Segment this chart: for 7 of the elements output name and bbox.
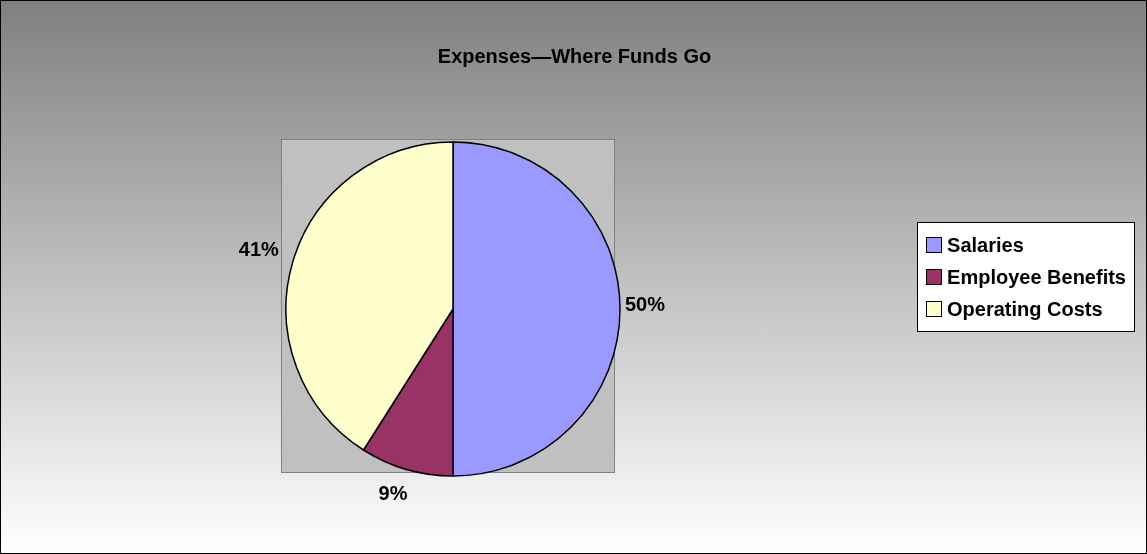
chart-title: Expenses—Where Funds Go — [436, 45, 713, 68]
legend-label: Employee Benefits — [947, 265, 1126, 290]
legend-label: Operating Costs — [947, 297, 1103, 322]
data-label: 41% — [238, 238, 280, 261]
data-label: 9% — [378, 482, 408, 505]
data-label: 50% — [624, 293, 666, 315]
legend-label: Salaries — [947, 233, 1024, 258]
